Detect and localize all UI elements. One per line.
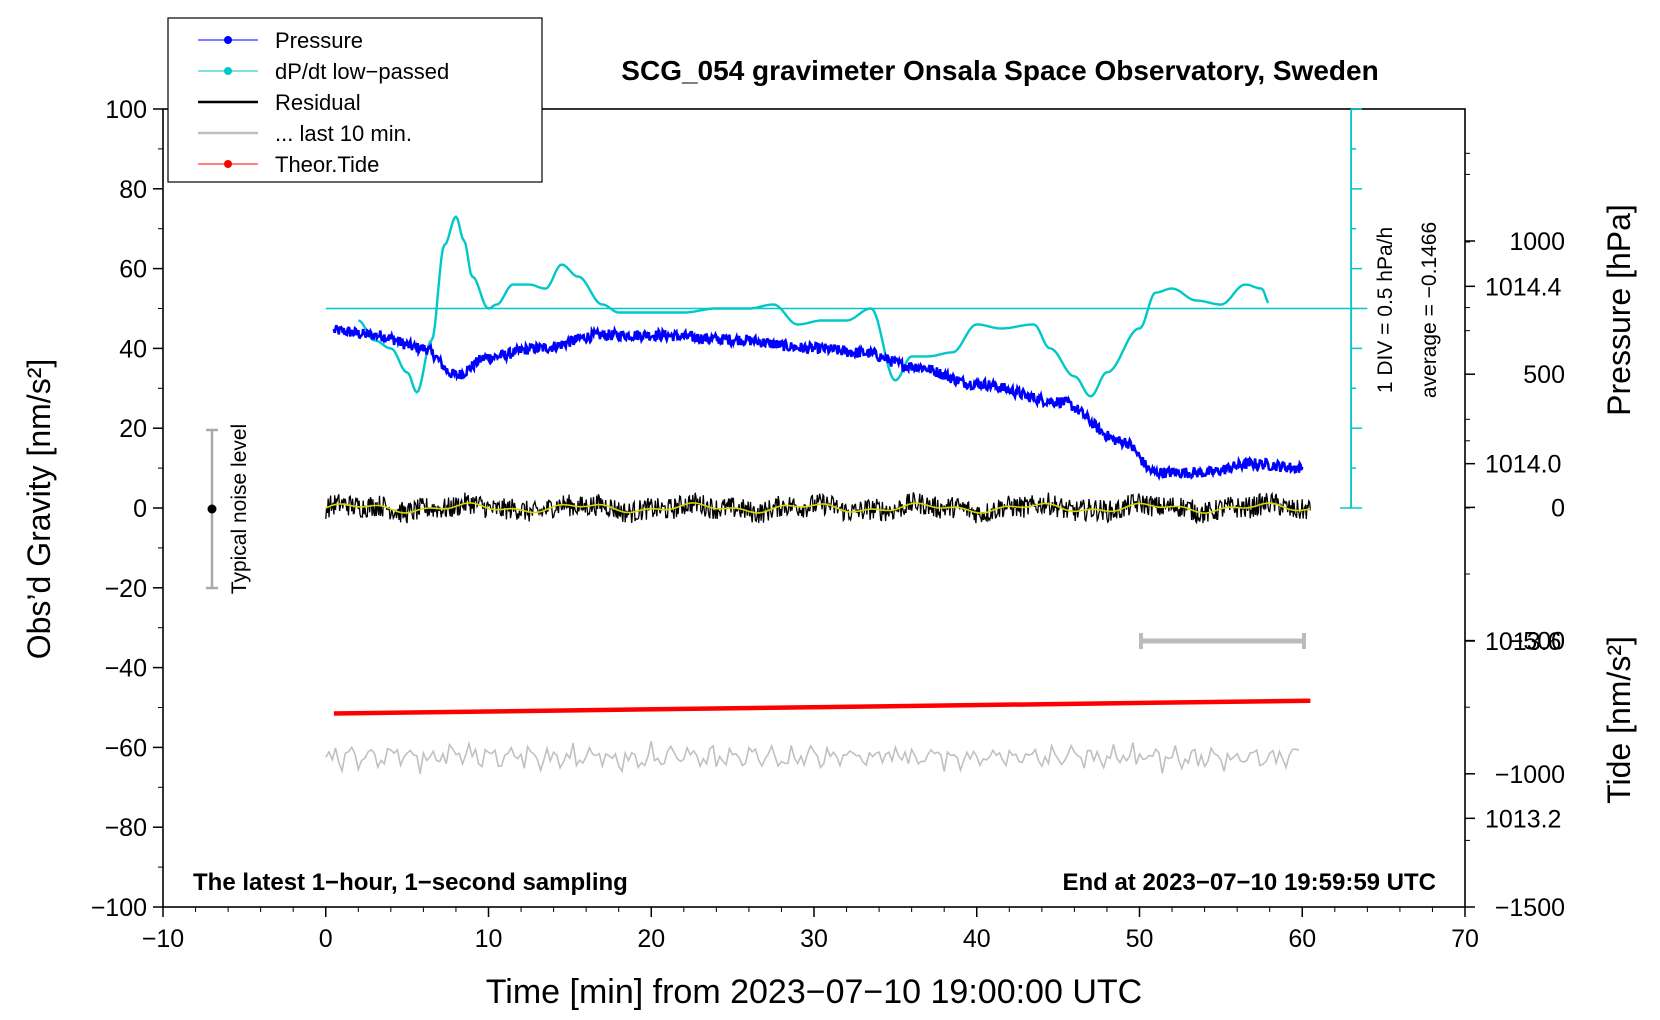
legend-label: Pressure: [275, 28, 363, 53]
legend-label: ... last 10 min.: [275, 121, 412, 146]
noise-level-bar: [206, 428, 218, 590]
noise-level-label: Typical noise level: [228, 424, 251, 594]
average-label: average = −0.1466: [1418, 222, 1441, 398]
x-tick-label: −10: [142, 925, 184, 953]
y-tick-label: 100: [105, 96, 147, 124]
legend-label: Residual: [275, 90, 361, 115]
legend-marker: [224, 67, 232, 75]
tide-tick-label: 0: [1551, 494, 1565, 522]
pressure-tick-label: 1013.2: [1485, 805, 1561, 833]
division-label: 1 DIV = 0.5 hPa/h: [1374, 227, 1397, 393]
pressure-tick-label: 1014.0: [1485, 451, 1561, 479]
pressure-axis-ticks: 1014.4 1014.0 1013.6 1013.2: [1465, 152, 1562, 833]
x-tick-label: 60: [1288, 925, 1316, 953]
x-tick-label: 30: [800, 925, 828, 953]
y-tick-label: 20: [119, 415, 147, 443]
tide-tick-label: 1000: [1509, 228, 1565, 256]
y-tick-label: −20: [105, 575, 147, 603]
x-tick-label: 40: [963, 925, 991, 953]
theoretical-tide-series: [333, 698, 1311, 716]
chart-title: SCG_054 gravimeter Onsala Space Observat…: [621, 55, 1378, 86]
end-time-note: End at 2023−07−10 19:59:59 UTC: [1062, 869, 1436, 896]
tide-tick-label: 500: [1523, 361, 1565, 389]
x-tick-label: 0: [319, 925, 333, 953]
left-axis-title: Obs’d Gravity [nm/s²]: [21, 359, 57, 660]
dpdt-series: [357, 214, 1270, 398]
last-10-min-series: [325, 740, 1300, 775]
legend-label: dP/dt low−passed: [275, 59, 449, 84]
y-tick-label: −40: [105, 655, 147, 683]
y-tick-label: 0: [133, 495, 147, 523]
x-tick-label: 70: [1451, 925, 1479, 953]
y-tick-label: 40: [119, 335, 147, 363]
y-tick-label: 80: [119, 176, 147, 204]
x-axis-ticks: −10 0 10 20 30 40 50 60 70: [142, 907, 1479, 953]
y-tick-label: 60: [119, 256, 147, 284]
tide-tick-label: −1000: [1495, 761, 1565, 789]
residual-smoothed-series: [325, 502, 1311, 514]
y-tick-label: −60: [105, 734, 147, 762]
y-tick-label: −100: [91, 894, 147, 922]
sampling-note: The latest 1−hour, 1−second sampling: [193, 869, 628, 896]
tide-axis-ticks: 1000 500 0 −500 −1000 −1500: [1465, 173, 1565, 922]
pressure-series: [332, 324, 1304, 481]
ten-minute-scale-bar: [1139, 633, 1306, 649]
x-tick-label: 10: [475, 925, 503, 953]
tide-tick-label: −1500: [1495, 894, 1565, 922]
pressure-axis-title: Pressure [hPa]: [1601, 204, 1637, 416]
x-tick-label: 50: [1126, 925, 1154, 953]
pressure-tick-label: 1013.6: [1485, 628, 1561, 656]
x-tick-label: 20: [637, 925, 665, 953]
pressure-tick-label: 1014.4: [1485, 273, 1562, 301]
legend: Pressure dP/dt low−passed Residual ... last…: [167, 17, 543, 183]
x-axis-title: Time [min] from 2023−07−10 19:00:00 UTC: [486, 973, 1142, 1011]
y-tick-label: −80: [105, 814, 147, 842]
tide-tick-label: −500: [1509, 628, 1565, 656]
legend-label: Theor.Tide: [275, 152, 379, 177]
legend-marker: [224, 160, 232, 168]
legend-marker: [224, 36, 232, 44]
tide-axis-title: Tide [nm/s²]: [1601, 636, 1637, 804]
left-axis-ticks: 100 80 60 40 20 0 −20 −40 −60 −80 −100: [91, 96, 163, 922]
